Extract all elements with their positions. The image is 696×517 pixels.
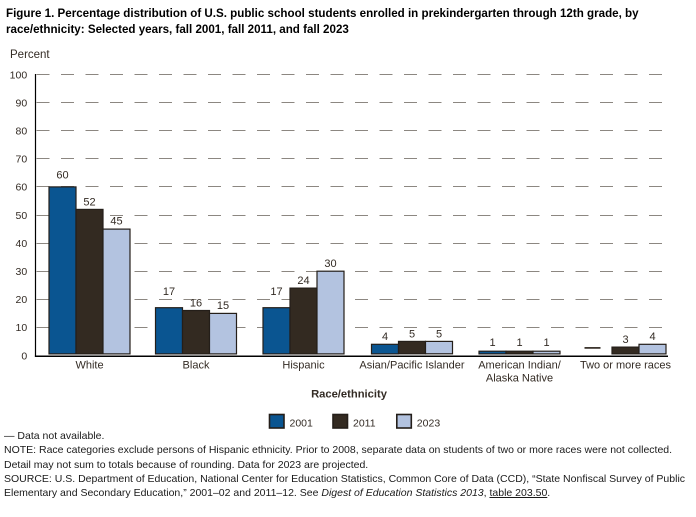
svg-text:100: 100 bbox=[10, 69, 28, 81]
svg-text:0: 0 bbox=[21, 350, 27, 362]
svg-text:3: 3 bbox=[622, 334, 628, 346]
svg-text:45: 45 bbox=[110, 216, 122, 228]
svg-text:White: White bbox=[75, 360, 103, 372]
svg-text:1: 1 bbox=[516, 337, 522, 349]
svg-text:Two or more races: Two or more races bbox=[580, 360, 672, 372]
svg-text:30: 30 bbox=[16, 266, 28, 278]
svg-text:40: 40 bbox=[16, 238, 28, 250]
svg-text:30: 30 bbox=[324, 258, 336, 270]
svg-text:Hispanic: Hispanic bbox=[282, 360, 325, 372]
svg-text:20: 20 bbox=[16, 294, 28, 306]
svg-text:4: 4 bbox=[649, 331, 655, 343]
svg-text:80: 80 bbox=[16, 126, 28, 138]
svg-text:2023: 2023 bbox=[417, 417, 441, 429]
svg-text:60: 60 bbox=[56, 169, 68, 181]
svg-text:Figure 1. Percentage distribut: Figure 1. Percentage distribution of U.S… bbox=[6, 7, 639, 20]
svg-text:90: 90 bbox=[16, 97, 28, 109]
svg-text:17: 17 bbox=[163, 286, 175, 298]
svg-text:Race/ethnicity: Race/ethnicity bbox=[311, 388, 388, 400]
svg-text:50: 50 bbox=[16, 210, 28, 222]
svg-text:2001: 2001 bbox=[290, 417, 314, 429]
svg-text:52: 52 bbox=[83, 197, 95, 209]
svg-text:17: 17 bbox=[270, 286, 282, 298]
svg-text:4: 4 bbox=[382, 331, 388, 343]
svg-text:Asian/Pacific Islander: Asian/Pacific Islander bbox=[359, 360, 464, 372]
svg-text:American Indian/: American Indian/ bbox=[478, 360, 561, 372]
svg-text:Black: Black bbox=[183, 360, 210, 372]
svg-text:1: 1 bbox=[543, 337, 549, 349]
svg-text:70: 70 bbox=[16, 154, 28, 166]
svg-text:24: 24 bbox=[297, 275, 309, 287]
svg-text:5: 5 bbox=[436, 328, 442, 340]
svg-text:16: 16 bbox=[190, 297, 202, 309]
svg-text:60: 60 bbox=[16, 182, 28, 194]
svg-text:2011: 2011 bbox=[353, 417, 376, 429]
svg-text:race/ethnicity: Selected years: race/ethnicity: Selected years, fall 200… bbox=[6, 23, 349, 36]
svg-text:1: 1 bbox=[489, 337, 495, 349]
svg-text:Alaska Native: Alaska Native bbox=[486, 373, 553, 385]
svg-text:5: 5 bbox=[409, 328, 415, 340]
svg-text:15: 15 bbox=[217, 300, 229, 312]
svg-text:Percent: Percent bbox=[10, 49, 50, 61]
svg-text:10: 10 bbox=[16, 322, 28, 334]
